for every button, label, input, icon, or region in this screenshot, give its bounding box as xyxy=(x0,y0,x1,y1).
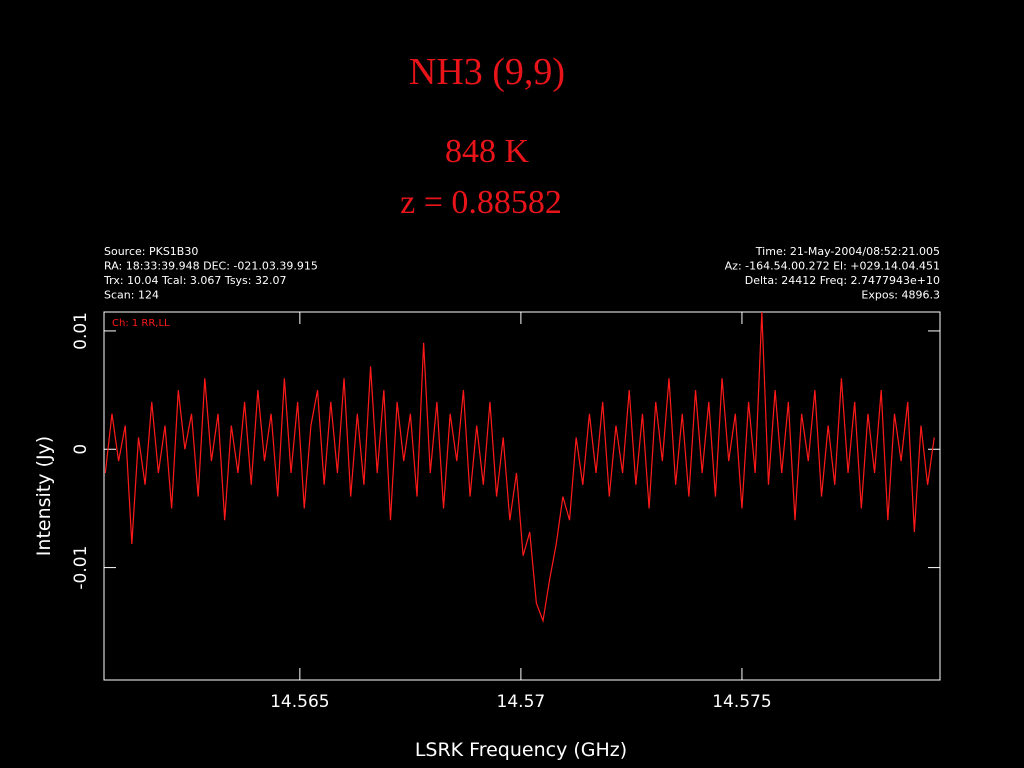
spectrum-line xyxy=(104,311,935,624)
subtitle: 848 K xyxy=(445,133,530,170)
x-tick-label: 14.565 xyxy=(270,692,329,712)
legend-label: Ch: 1 RR,LL xyxy=(112,318,170,329)
x-tick-label: 14.575 xyxy=(712,692,771,712)
plot-frame xyxy=(103,311,941,681)
info-text: Time: 21-May-2004/08:52:21.005 xyxy=(755,245,940,258)
y-axis-label: Intensity (Jy) xyxy=(33,436,55,556)
info-text: Delta: 24412 Freq: 2.7477943e+10 xyxy=(745,274,940,287)
info-text: Source: PKS1B30 xyxy=(104,245,198,258)
x-axis-label: LSRK Frequency (GHz) xyxy=(415,739,627,761)
y-tick-label: 0.01 xyxy=(71,312,91,350)
subtitle: z = 0.88582 xyxy=(400,184,562,221)
y-tick-label: 0 xyxy=(71,444,91,455)
info-text: Expos: 4896.3 xyxy=(861,289,940,302)
info-text: Az: -164.54.00.272 El: +029.14.04.451 xyxy=(725,260,940,273)
y-tick-label: -0.01 xyxy=(71,546,91,590)
info-text: Scan: 124 xyxy=(104,289,159,302)
info-text: Trx: 10.04 Tcal: 3.067 Tsys: 32.07 xyxy=(103,274,286,287)
info-text: RA: 18:33:39.948 DEC: -021.03.39.915 xyxy=(104,260,318,273)
x-tick-label: 14.57 xyxy=(497,692,546,712)
slide-title: NH3 (9,9) xyxy=(409,51,565,93)
